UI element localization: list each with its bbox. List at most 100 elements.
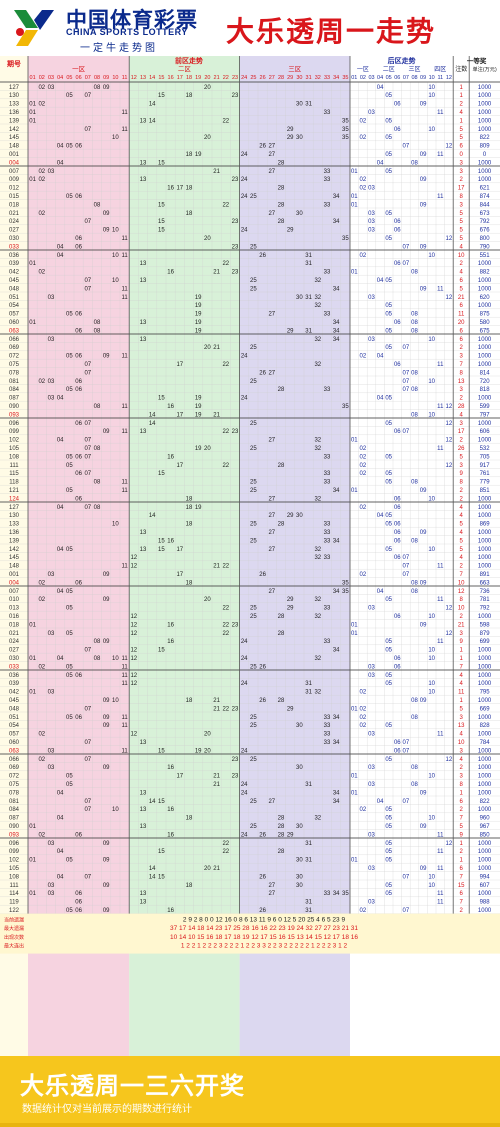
period-cell: 127: [9, 505, 20, 511]
period-cell: 027: [9, 228, 20, 234]
prize-amount: 675: [480, 328, 491, 334]
back-number: 09: [420, 824, 427, 830]
back-number: 08: [411, 387, 418, 393]
front-number: 23: [232, 219, 239, 225]
front-number: 29: [287, 328, 294, 334]
front-number: 11: [121, 236, 128, 242]
front-number: 06: [75, 580, 82, 586]
front-number: 11: [121, 127, 128, 133]
front-number: 07: [84, 648, 91, 654]
front-number-header: 04: [57, 75, 63, 81]
back-number: 11: [437, 362, 444, 368]
back-number: 07: [403, 429, 410, 435]
front-number: 05: [66, 664, 73, 670]
period-cell: 045: [9, 698, 20, 704]
front-number: 11: [121, 664, 128, 670]
back-number: 10: [428, 547, 435, 553]
front-number-header: 28: [278, 75, 284, 81]
back-number: 05: [385, 757, 392, 763]
front-number-header: 01: [30, 75, 36, 81]
front-number-header: 15: [158, 75, 164, 81]
period-cell: 096: [9, 421, 20, 427]
winner-count: 5: [460, 547, 464, 553]
back-number: 08: [411, 538, 418, 544]
period-cell: 145: [9, 135, 20, 141]
back-number-header: 11: [437, 75, 443, 81]
winner-count: 2: [460, 849, 464, 855]
winner-count: 1: [460, 656, 464, 662]
prize-amount: 869: [480, 522, 491, 528]
back-number: 03: [368, 832, 375, 838]
winner-count: 8: [460, 370, 464, 376]
back-number: 03: [368, 337, 375, 343]
period-cell: 108: [9, 874, 20, 880]
front-number: 32: [314, 278, 321, 284]
front-number-header: 03: [48, 75, 54, 81]
front-number: 33: [324, 732, 331, 738]
front-number-header: 32: [315, 75, 321, 81]
back-number: 05: [385, 169, 392, 175]
winner-count: 4: [460, 530, 464, 536]
front-number: 28: [278, 816, 285, 822]
prize-amount: 1000: [478, 807, 492, 813]
period-cell: 142: [9, 127, 20, 133]
back-number: 03: [368, 295, 375, 301]
front-number: 21: [213, 169, 220, 175]
front-number: 02: [38, 757, 45, 763]
prize-amount: 1000: [478, 513, 492, 519]
back-number: 11: [437, 194, 444, 200]
winner-count: 8: [460, 194, 464, 200]
front-number: 19: [195, 328, 202, 334]
back-number: 10: [428, 253, 435, 259]
back-number: 05: [385, 824, 392, 830]
prize-amount: 779: [480, 480, 491, 486]
front-number: 15: [158, 471, 165, 477]
front-number: 30: [296, 883, 303, 889]
front-number: 06: [75, 328, 82, 334]
period-cell: 048: [9, 286, 20, 292]
front-number: 14: [149, 412, 156, 418]
stats-label: 出现次数: [4, 934, 24, 941]
back-number: 01: [351, 774, 358, 780]
period-cell: 007: [9, 169, 20, 175]
period-cell: 130: [9, 93, 20, 99]
footer-note: 数据统计仅对当前展示的期数进行统计: [22, 1104, 192, 1115]
front-number: 17: [176, 774, 183, 780]
back-number-header: 05: [386, 75, 392, 81]
front-number: 26: [259, 370, 266, 376]
winner-count: 2: [460, 614, 464, 620]
front-number: 31: [305, 102, 312, 108]
back-number: 01: [351, 706, 358, 712]
period-column: [0, 56, 28, 1056]
front-number: 33: [324, 202, 331, 208]
back-number: 11: [437, 639, 444, 645]
prize-header: 一等奖: [467, 56, 487, 65]
front-number: 26: [259, 832, 266, 838]
prize-amount: 699: [480, 639, 491, 645]
prize-amount: 1000: [478, 891, 492, 897]
prize-amount: 1000: [478, 396, 492, 402]
front-number-header: 13: [140, 75, 146, 81]
back-number-header: 09: [420, 75, 426, 81]
period-cell: 015: [9, 194, 20, 200]
front-number: 03: [48, 883, 55, 889]
front-number: 19: [195, 303, 202, 309]
front-number: 17: [176, 362, 183, 368]
winner-count: 6: [460, 278, 464, 284]
front-number: 07: [84, 362, 91, 368]
prize-amount: 1000: [478, 614, 492, 620]
back-number: 07: [403, 874, 410, 880]
winner-count: 7: [460, 664, 464, 670]
front-number: 24: [241, 832, 248, 838]
front-number: 11: [121, 404, 128, 410]
period-cell: 090: [9, 824, 20, 830]
prize-amount: 1000: [478, 765, 492, 771]
front-number: 12: [130, 648, 137, 654]
front-number: 30: [296, 513, 303, 519]
back-number: 06: [394, 429, 401, 435]
back-number: 08: [411, 370, 418, 376]
front-number: 20: [204, 597, 211, 603]
front-number: 32: [314, 446, 321, 452]
front-number: 21: [213, 866, 220, 872]
front-number: 20: [204, 446, 211, 452]
